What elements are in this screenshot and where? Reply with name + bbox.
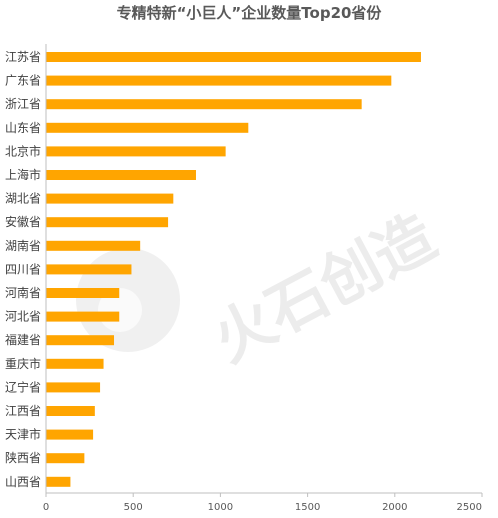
bar	[46, 429, 94, 440]
x-tick-label: 2000	[382, 502, 407, 513]
bar	[46, 288, 120, 298]
bar	[46, 217, 169, 228]
bar	[46, 240, 141, 251]
bar	[46, 122, 249, 133]
category-label: 山东省	[5, 121, 41, 135]
category-label: 江西省	[5, 404, 41, 418]
x-tick-label: 0	[43, 502, 49, 513]
bar	[46, 358, 104, 369]
x-tick-label: 2500	[457, 502, 482, 513]
category-label: 辽宁省	[5, 379, 41, 394]
category-label: 天津市	[5, 427, 41, 442]
category-label: 福建省	[5, 332, 41, 347]
bar	[46, 193, 174, 204]
category-label: 四川省	[5, 262, 41, 276]
bar	[46, 264, 132, 275]
bar	[46, 146, 226, 157]
category-label: 上海市	[5, 167, 41, 182]
bar	[46, 99, 362, 110]
x-tick-label: 500	[124, 502, 143, 513]
bar	[46, 382, 101, 393]
category-label: 湖北省	[5, 191, 41, 206]
category-label: 广东省	[5, 74, 41, 88]
category-label: 北京市	[5, 143, 41, 158]
bar	[46, 406, 95, 416]
bar	[46, 52, 421, 62]
bar	[46, 75, 392, 86]
category-label: 陕西省	[5, 450, 41, 465]
category-labels: 江苏省广东省浙江省山东省北京市上海市湖北省安徽省湖南省四川省河南省河北省福建省重…	[5, 50, 41, 489]
bar	[46, 335, 115, 346]
bar	[46, 311, 120, 322]
category-label: 河北省	[5, 310, 41, 324]
bars-group	[46, 52, 421, 487]
watermark-text: 火石创造	[202, 202, 447, 376]
x-axis: 0 500 1000 1500 2000 2500	[43, 44, 483, 513]
chart-title: 专精特新“小巨人”企业数量Top20省份	[117, 4, 383, 22]
category-label: 浙江省	[5, 97, 41, 111]
watermark-logo: 火石创造	[76, 202, 447, 376]
bar	[46, 476, 71, 487]
category-label: 安徽省	[5, 214, 41, 229]
category-label: 江苏省	[5, 50, 41, 64]
category-label: 湖南省	[5, 238, 41, 253]
bar	[46, 453, 85, 464]
category-label: 河南省	[5, 285, 41, 300]
category-label: 重庆市	[5, 356, 41, 371]
x-tick-label: 1500	[295, 502, 320, 513]
category-label: 山西省	[5, 475, 41, 489]
bar	[46, 170, 196, 180]
x-tick-label: 1000	[208, 502, 233, 513]
